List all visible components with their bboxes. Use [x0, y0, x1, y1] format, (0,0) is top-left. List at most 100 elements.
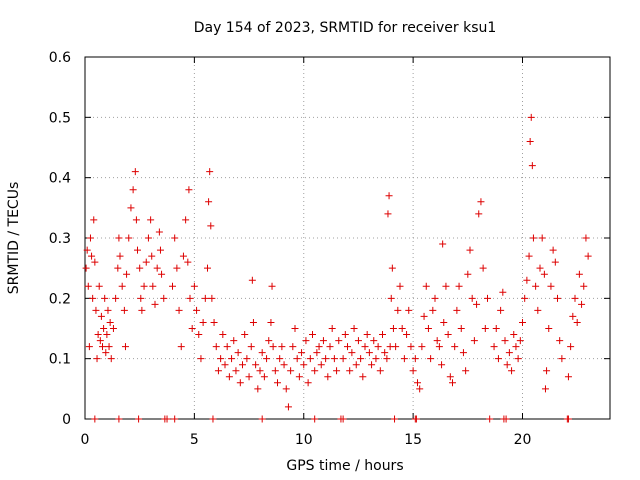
data-point	[424, 325, 432, 332]
data-point	[92, 306, 100, 314]
data-point	[206, 168, 214, 176]
data-point	[97, 312, 105, 320]
x-tick-label: 5	[190, 432, 199, 448]
data-point	[526, 137, 534, 145]
data-point	[103, 331, 111, 339]
data-point	[470, 337, 478, 345]
data-point	[193, 306, 201, 314]
data-point	[422, 282, 430, 290]
data-point	[258, 349, 266, 357]
data-point	[578, 300, 586, 308]
data-point	[102, 349, 110, 357]
data-point	[304, 379, 312, 387]
data-point	[357, 355, 365, 363]
data-point	[300, 361, 308, 369]
y-tick-label: 0.2	[49, 291, 71, 307]
y-tick-label: 0.5	[49, 110, 71, 126]
data-point	[112, 294, 120, 302]
data-point	[457, 325, 465, 332]
data-point	[129, 186, 137, 194]
data-point	[322, 355, 330, 363]
data-point	[177, 343, 185, 351]
data-point	[508, 367, 516, 375]
data-point	[123, 270, 131, 278]
data-point	[188, 325, 196, 332]
data-point	[365, 349, 373, 357]
data-point	[388, 264, 396, 272]
data-point	[516, 337, 524, 345]
data-point	[142, 258, 150, 266]
data-point	[519, 318, 526, 326]
data-point	[400, 355, 408, 363]
data-point	[104, 306, 112, 314]
data-point	[416, 385, 424, 393]
data-point	[490, 343, 498, 351]
data-point	[89, 294, 97, 302]
data-point	[344, 343, 351, 351]
data-point	[455, 282, 463, 290]
grid-lines	[85, 57, 610, 419]
data-point	[274, 379, 281, 387]
data-point	[501, 337, 509, 345]
data-point	[346, 367, 354, 375]
data-point	[514, 355, 522, 363]
data-point	[311, 367, 319, 375]
data-point	[293, 355, 301, 363]
data-point	[484, 294, 491, 302]
data-point	[442, 282, 450, 290]
data-point	[115, 234, 123, 242]
data-point	[492, 325, 500, 332]
data-point	[99, 343, 106, 351]
data-point	[212, 343, 220, 351]
y-tick-label: 0.6	[49, 50, 71, 66]
data-point	[175, 306, 183, 314]
data-point	[138, 306, 146, 314]
zero-marker	[502, 415, 510, 423]
data-point	[144, 234, 152, 242]
data-point	[407, 343, 415, 351]
data-point	[269, 343, 277, 351]
data-point	[532, 282, 540, 290]
data-point	[545, 325, 553, 332]
data-point	[309, 331, 316, 339]
data-point	[289, 343, 297, 351]
data-point	[190, 282, 198, 290]
data-point	[444, 331, 452, 339]
data-point	[151, 300, 159, 308]
data-point	[339, 355, 347, 363]
zero-marker	[391, 415, 399, 423]
data-point	[306, 355, 314, 363]
data-point	[95, 282, 103, 290]
data-point	[538, 234, 546, 242]
data-point	[328, 325, 336, 332]
axis-ticks: 0 0.1 0.2 0.3 0.4 0.5 0.6 0 5 10 15 20	[49, 50, 610, 448]
data-point	[205, 198, 213, 206]
x-tick-label: 0	[81, 432, 90, 448]
data-point	[405, 306, 413, 314]
data-point	[396, 282, 404, 290]
data-point	[525, 252, 533, 260]
data-point	[462, 367, 470, 375]
data-point	[453, 306, 461, 314]
data-point	[370, 337, 378, 345]
chart-title: Day 154 of 2023, SRMTID for receiver ksu…	[194, 20, 497, 36]
zero-marker	[486, 415, 494, 423]
data-point	[195, 331, 203, 339]
data-point	[449, 379, 456, 387]
data-point	[120, 306, 128, 314]
zero-marker	[163, 415, 171, 423]
data-point	[315, 343, 323, 351]
data-point	[217, 355, 225, 363]
data-point	[341, 331, 349, 339]
data-point	[107, 355, 115, 363]
data-point	[431, 294, 439, 302]
data-point	[243, 355, 251, 363]
data-point	[580, 282, 588, 290]
data-point	[418, 343, 426, 351]
data-point	[541, 385, 549, 393]
data-point	[121, 343, 129, 351]
data-point	[554, 294, 561, 302]
zero-marker	[209, 415, 217, 423]
zero-marker	[412, 415, 420, 423]
